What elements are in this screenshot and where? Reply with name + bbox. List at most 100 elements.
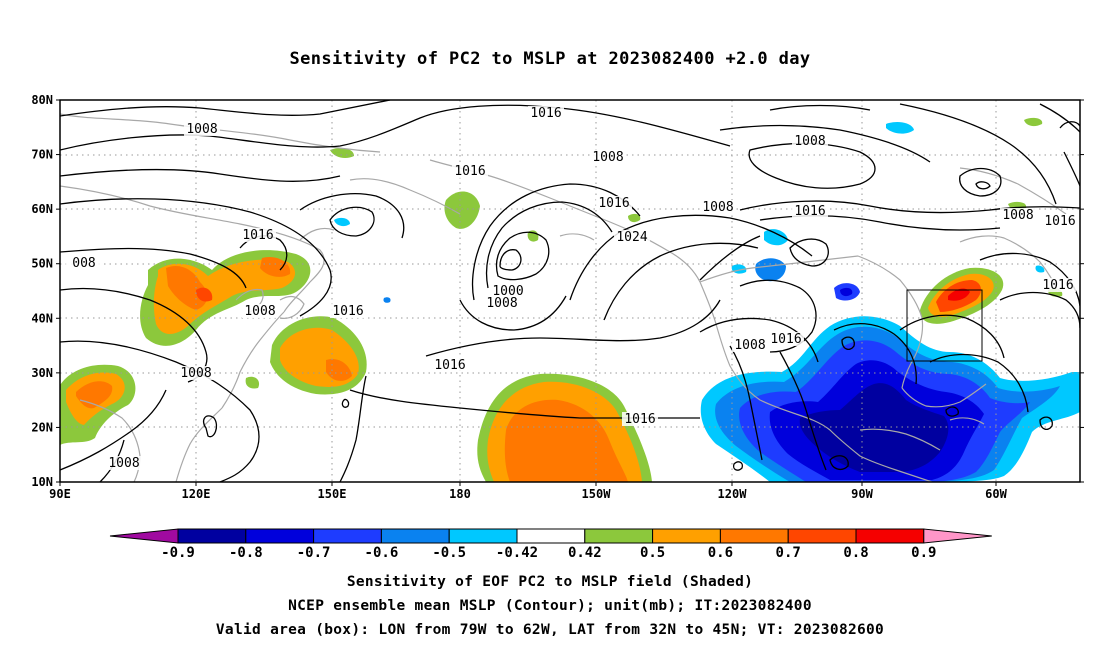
contour-label-bg — [66, 256, 102, 270]
longitude-labels: 90E 120E 150E 180 150W 120W 90W 60W — [49, 487, 1007, 501]
contour-label: 1008 — [702, 200, 733, 215]
colorbar-segment — [787, 528, 857, 544]
contour-label: 1008 — [734, 338, 765, 353]
lat-tick-label: 10N — [31, 475, 53, 489]
contour-label: 1008 — [244, 304, 275, 319]
colorbar-segment — [652, 528, 721, 544]
contour-label: 1016 — [598, 196, 629, 211]
colorbar-label: 0.8 — [843, 545, 868, 561]
caption-contour: NCEP ensemble mean MSLP (Contour); unit(… — [288, 598, 812, 614]
contour-label-bg — [184, 122, 220, 136]
colorbar-label: 0.42 — [568, 545, 602, 561]
colorbar-segment — [177, 528, 247, 544]
colorbar-segment — [245, 528, 315, 544]
contour-label: 1008 — [180, 366, 211, 381]
lon-tick-label: 90W — [851, 487, 873, 501]
contour-label-bg — [700, 200, 736, 214]
lon-tick-label: 120E — [182, 487, 211, 501]
contour-label: 1000 — [492, 284, 523, 299]
colorbar-label: 0.7 — [776, 545, 801, 561]
contour-label-bg — [1040, 278, 1076, 292]
colorbar-segment — [719, 528, 789, 544]
contour-label-bg — [490, 284, 526, 298]
contour-label: 1016 — [794, 204, 825, 219]
lat-tick-label: 50N — [31, 257, 53, 271]
colorbar-label: -0.42 — [496, 545, 538, 561]
contour-label-bg — [240, 228, 276, 242]
axis-ticks — [56, 99, 1084, 486]
contour-label: 1008 — [186, 122, 217, 137]
colorbar — [109, 528, 992, 544]
contour-label-bg — [1000, 208, 1036, 222]
contour-label: 1008 — [486, 296, 517, 311]
contour-label-bg — [590, 150, 626, 164]
contour-label-bg — [1042, 214, 1078, 228]
colorbar-label: 0.9 — [911, 545, 936, 561]
contour-label-bg — [596, 196, 632, 210]
caption-valid-area: Valid area (box): LON from 79W to 62W, L… — [215, 622, 885, 638]
lon-tick-label: 90E — [49, 487, 71, 501]
contour-label: 1016 — [1042, 278, 1073, 293]
contour-label: 1016 — [434, 358, 465, 373]
lat-tick-label: 80N — [31, 93, 53, 107]
lon-tick-label: 150W — [582, 487, 612, 501]
lat-tick-label: 70N — [31, 148, 53, 162]
contour-label: 1016 — [332, 304, 363, 319]
lon-tick-label: 150E — [318, 487, 347, 501]
contour-label-bg — [484, 296, 520, 310]
contour-label-bg — [432, 358, 468, 372]
plot-frame — [59, 99, 1081, 483]
colorbar-label: 0.6 — [708, 545, 733, 561]
lon-tick-label: 120W — [718, 487, 748, 501]
contour-label: 1008 — [592, 150, 623, 165]
valid-area-box — [906, 289, 983, 362]
colorbar-label: -0.9 — [161, 545, 195, 561]
contour-label-bg — [792, 204, 828, 218]
colorbar-high-triangle — [923, 528, 992, 544]
lat-tick-label: 30N — [31, 366, 53, 380]
contour-label-bg — [528, 106, 564, 120]
lat-tick-label: 60N — [31, 202, 53, 216]
contour-label-bg — [452, 164, 488, 178]
contour-label-bg — [330, 304, 366, 318]
contour-label-bg — [614, 230, 650, 244]
colorbar-segment — [380, 528, 450, 544]
colorbar-label: -0.6 — [365, 545, 399, 561]
positive-sensitivity-shading — [60, 117, 1063, 482]
contour-label: 1016 — [530, 106, 561, 121]
contour-label-bg — [622, 412, 658, 426]
colorbar-segment — [448, 528, 518, 544]
contour-label: 1016 — [1044, 214, 1075, 229]
latitude-labels: 80N 70N 60N 50N 40N 30N 20N 10N — [31, 93, 53, 489]
lon-tick-label: 180 — [449, 487, 471, 501]
colorbar-label: 0.5 — [640, 545, 665, 561]
contour-label: 1016 — [770, 332, 801, 347]
contour-label: 1008 — [1002, 208, 1033, 223]
colorbar-label: -0.8 — [229, 545, 263, 561]
colorbar-label: -0.7 — [297, 545, 331, 561]
colorbar-segment — [313, 528, 382, 544]
contour-label-bg — [178, 366, 214, 380]
contour-label: 1016 — [242, 228, 273, 243]
contour-label-bg — [732, 338, 768, 352]
colorbar-label: -0.5 — [432, 545, 466, 561]
colorbar-segment — [516, 528, 586, 544]
contour-label: 1016 — [624, 412, 655, 427]
colorbar-labels: -0.9 -0.8 -0.7 -0.6 -0.5 -0.42 0.42 0.5 0.6 0.7 0.… — [161, 545, 936, 561]
colorbar-segment — [855, 528, 925, 544]
contour-label-bg — [768, 332, 804, 346]
lat-tick-label: 40N — [31, 311, 53, 325]
colorbar-segment — [584, 528, 654, 544]
contour-label-bg — [242, 304, 278, 318]
contour-label: 1016 — [454, 164, 485, 179]
contour-label: 1008 — [794, 134, 825, 149]
contour-label-bg — [106, 456, 142, 470]
contour-label: 1024 — [616, 230, 647, 245]
contour-label-bg — [792, 134, 828, 148]
caption-shading: Sensitivity of EOF PC2 to MSLP field (Sh… — [346, 574, 754, 590]
contour-label: 008 — [72, 256, 95, 271]
lat-tick-label: 20N — [31, 420, 53, 434]
contour-labels: 1008101610001008101610161024100810161008… — [66, 106, 1078, 471]
lon-tick-label: 60W — [985, 487, 1007, 501]
